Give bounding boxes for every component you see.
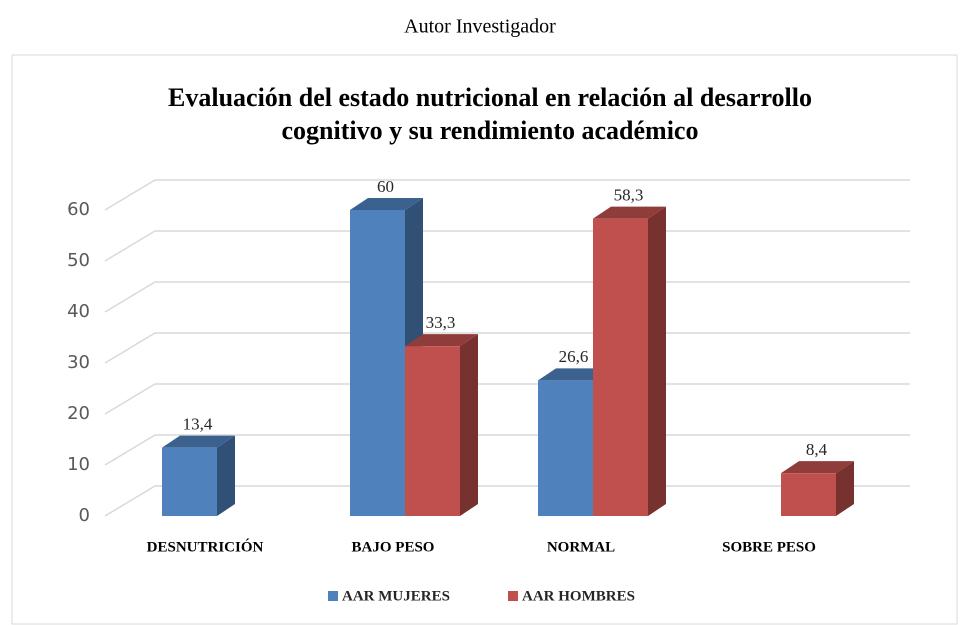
bar-top (405, 334, 478, 347)
data-label: 33,3 (426, 313, 456, 332)
legend-swatch (328, 591, 338, 601)
y-tick-label: 60 (67, 199, 90, 220)
chart-title: cognitivo y su rendimiento académico (282, 116, 699, 145)
bar (593, 218, 648, 517)
y-tick-label: 20 (67, 403, 90, 424)
caption: Autor Investigador (404, 16, 556, 38)
legend-label: AAR HOMBRES (522, 588, 635, 604)
data-label: 58,3 (614, 186, 644, 205)
bar (781, 473, 836, 516)
bar-top (350, 198, 423, 210)
grid-line (104, 332, 910, 364)
y-tick-label: 10 (67, 454, 90, 475)
bar (162, 447, 217, 516)
grid-line (104, 383, 910, 415)
bar-top (538, 368, 611, 381)
grid-line (104, 281, 910, 313)
grid-line (104, 230, 910, 262)
grid-line (104, 179, 910, 211)
bar-side (217, 435, 235, 516)
y-tick-label: 40 (67, 301, 90, 322)
y-tick-label: 30 (67, 352, 90, 373)
bar (350, 210, 405, 516)
legend-label: AAR MUJERES (342, 588, 450, 604)
legend-swatch (508, 591, 518, 601)
data-label: 13,4 (183, 415, 213, 434)
x-tick-label: BAJO PESO (352, 539, 435, 555)
bar-side (648, 206, 666, 517)
chart-title: Evaluación del estado nutricional en rel… (168, 83, 812, 112)
bar-top (162, 435, 235, 448)
x-tick-label: DESNUTRICIÓN (147, 538, 264, 555)
x-tick-label: NORMAL (547, 539, 615, 555)
data-label: 8,4 (806, 440, 828, 459)
bar-top (781, 461, 854, 474)
chart-frame (11, 54, 958, 625)
data-label: 60 (377, 177, 394, 196)
data-label: 26,6 (559, 347, 589, 366)
bar (405, 346, 460, 516)
y-tick-label: 50 (67, 250, 90, 271)
x-tick-label: SOBRE PESO (722, 539, 816, 555)
bar-top (593, 206, 666, 219)
bar-side (836, 461, 854, 516)
bar (538, 380, 593, 516)
y-tick-label: 0 (79, 505, 90, 526)
bar-side (460, 334, 478, 516)
